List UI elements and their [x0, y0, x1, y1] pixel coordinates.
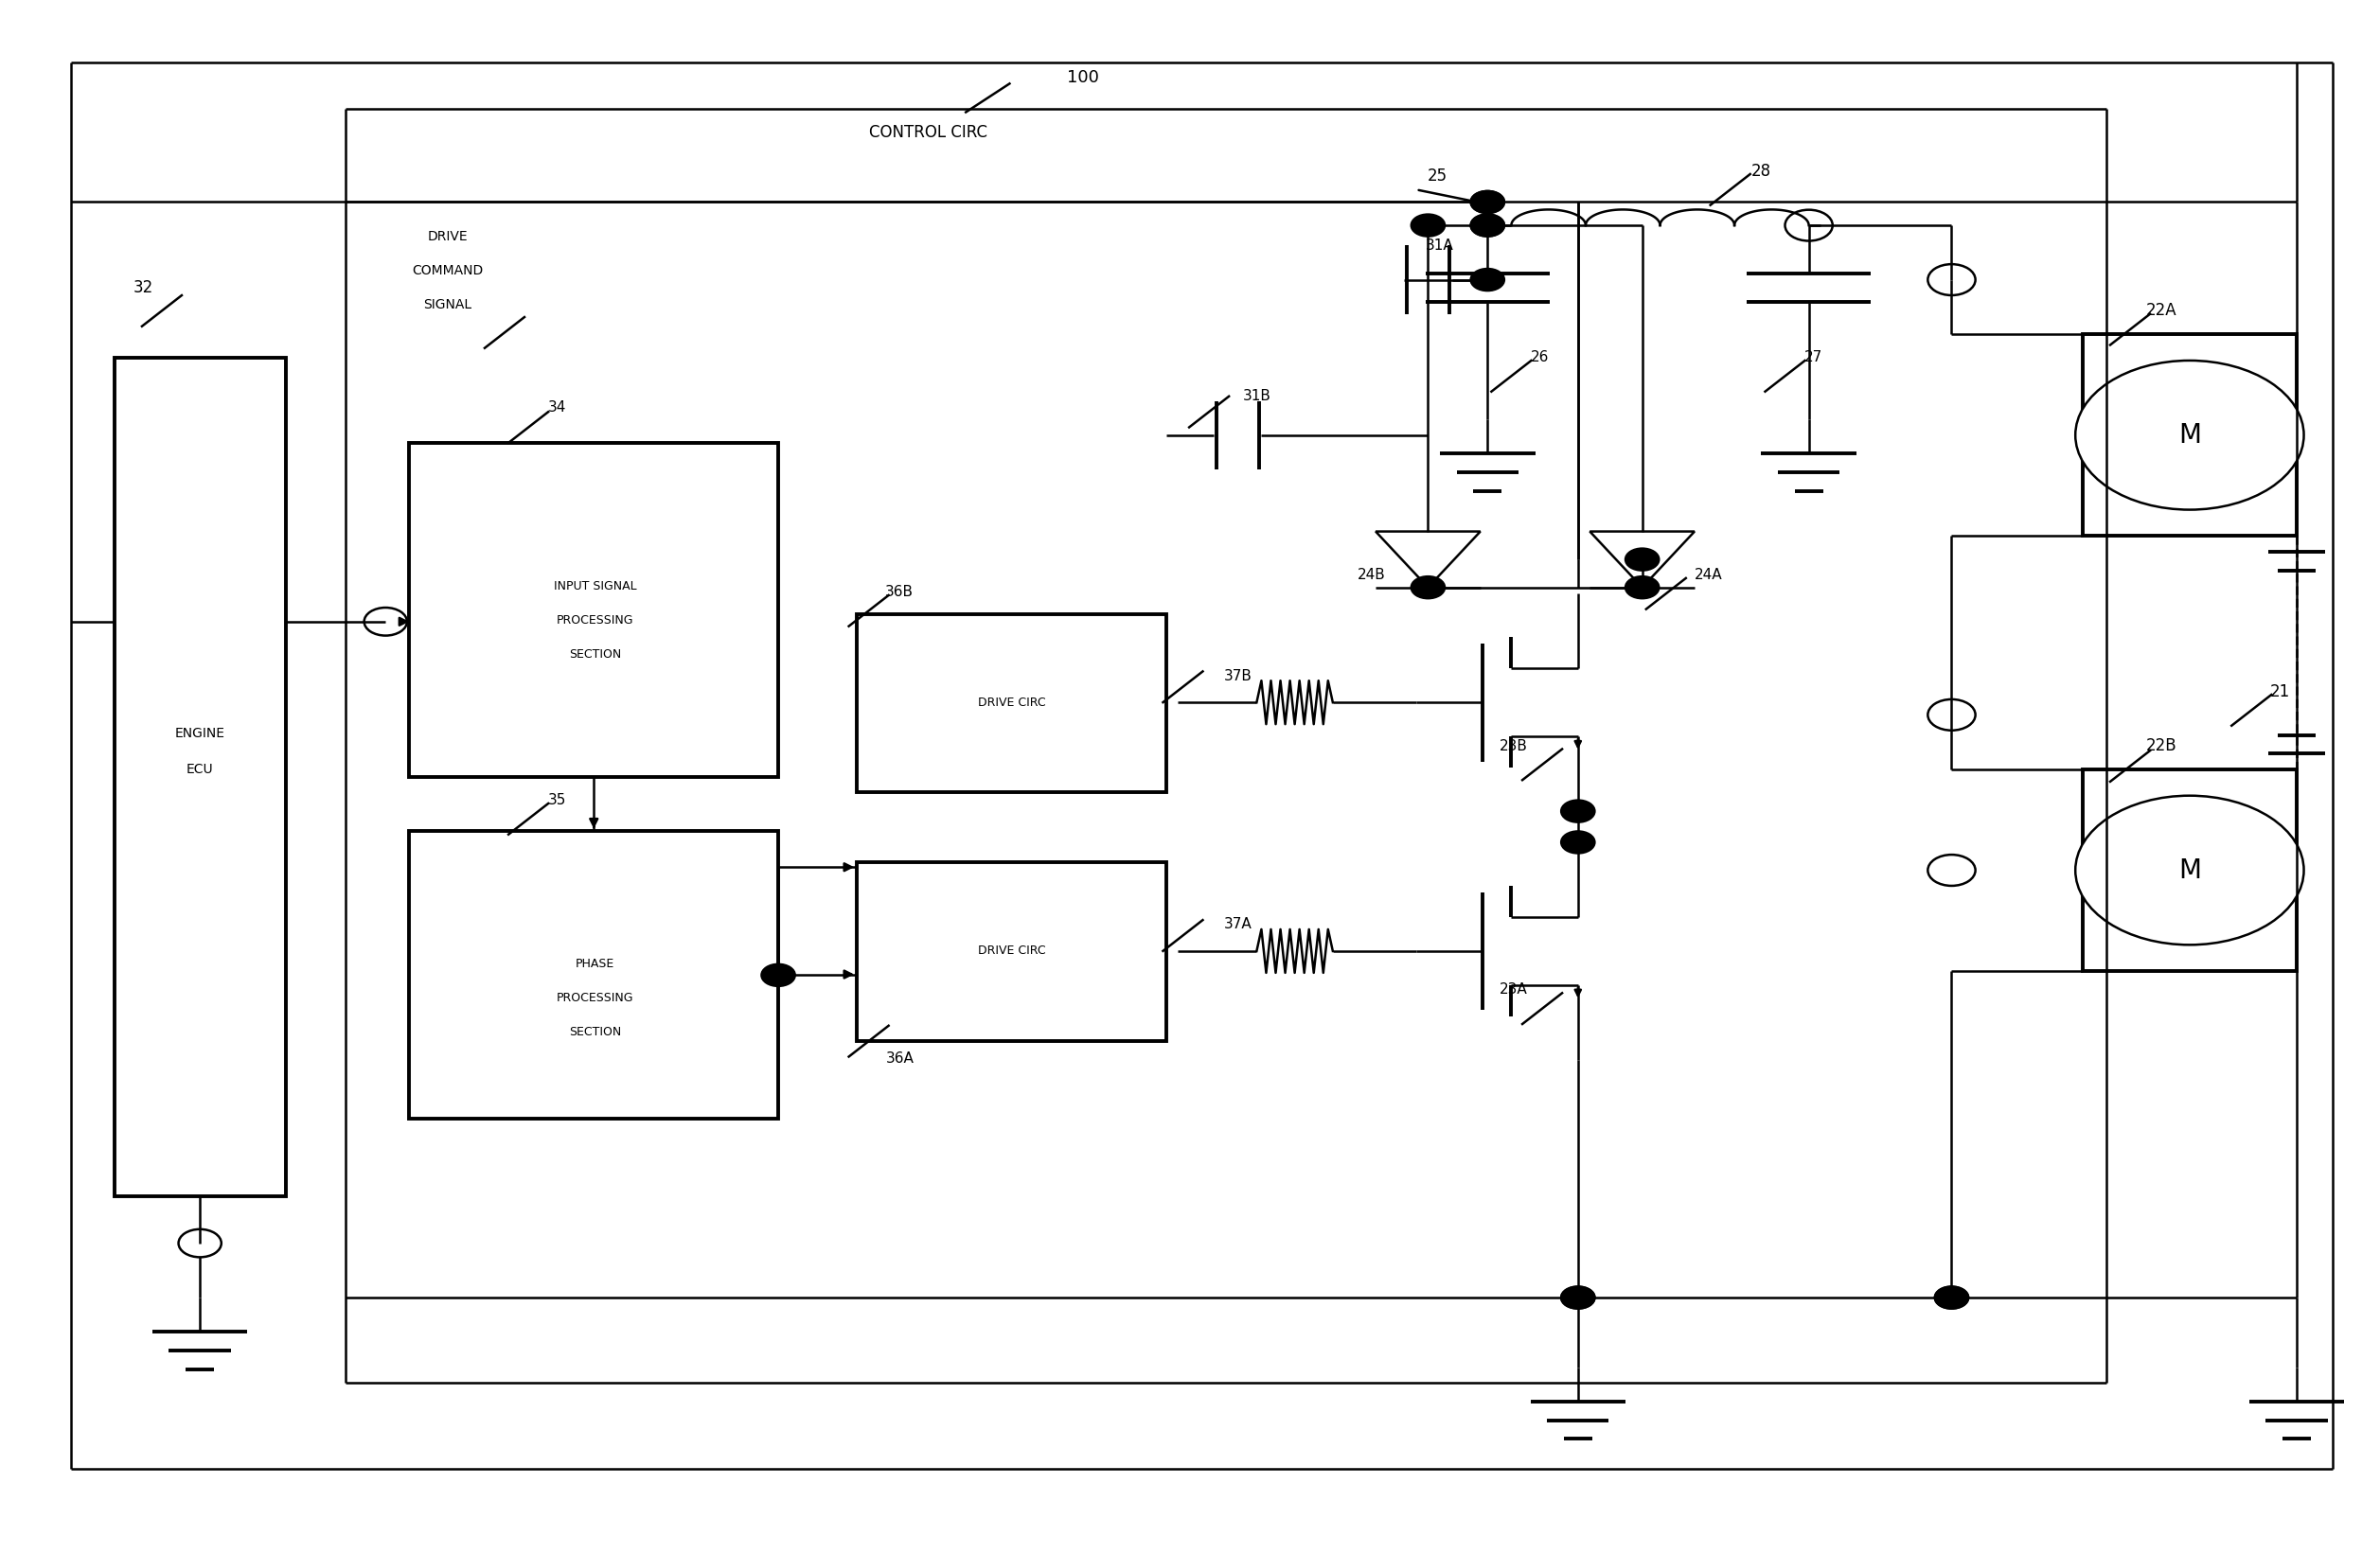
Text: 36A: 36A [885, 1051, 914, 1066]
Text: 31A: 31A [1426, 238, 1454, 253]
Text: SECTION: SECTION [569, 1026, 621, 1038]
Text: 28: 28 [1752, 163, 1771, 179]
Text: M: M [2178, 421, 2202, 449]
Text: DRIVE CIRC: DRIVE CIRC [978, 945, 1045, 957]
Circle shape [1471, 214, 1504, 236]
Circle shape [1935, 1287, 1968, 1308]
Text: DRIVE CIRC: DRIVE CIRC [978, 696, 1045, 709]
Text: 26: 26 [1530, 350, 1549, 365]
Circle shape [1785, 210, 1833, 241]
Circle shape [1561, 1287, 1595, 1308]
Text: 100: 100 [1066, 70, 1100, 85]
Text: PROCESSING: PROCESSING [557, 991, 633, 1004]
Bar [114, 357, 286, 1197]
Text: SIGNAL: SIGNAL [424, 298, 471, 311]
Circle shape [2075, 361, 2304, 510]
Text: 35: 35 [547, 793, 566, 808]
Text: COMMAND: COMMAND [412, 264, 483, 277]
Text: INPUT SIGNAL: INPUT SIGNAL [555, 580, 635, 592]
Bar [2082, 334, 2297, 536]
Circle shape [2075, 796, 2304, 945]
Circle shape [1935, 1287, 1968, 1308]
Text: PROCESSING: PROCESSING [557, 614, 633, 626]
Text: SECTION: SECTION [569, 648, 621, 660]
Circle shape [1471, 214, 1504, 236]
Circle shape [1561, 831, 1595, 853]
Circle shape [1561, 1287, 1595, 1308]
Text: 24B: 24B [1357, 567, 1385, 583]
Text: 27: 27 [1804, 350, 1823, 365]
Text: 23B: 23B [1499, 738, 1528, 754]
Circle shape [1471, 191, 1504, 213]
Text: 21: 21 [2271, 684, 2290, 699]
Text: 22B: 22B [2147, 738, 2175, 754]
Text: ECU: ECU [186, 763, 214, 775]
Text: M: M [2178, 856, 2202, 884]
Text: CONTROL CIRC: CONTROL CIRC [869, 124, 988, 140]
Text: PHASE: PHASE [576, 957, 614, 970]
Circle shape [762, 963, 795, 985]
Polygon shape [1590, 531, 1695, 587]
Text: 37A: 37A [1223, 917, 1252, 932]
Circle shape [364, 608, 407, 636]
Circle shape [1411, 577, 1445, 598]
Text: 32: 32 [133, 280, 152, 295]
Bar [409, 443, 778, 777]
Circle shape [1561, 800, 1595, 822]
Bar [409, 831, 778, 1119]
Circle shape [1928, 264, 1975, 295]
Text: 24A: 24A [1695, 567, 1723, 583]
Text: 37B: 37B [1223, 668, 1252, 684]
Text: ENGINE: ENGINE [174, 727, 226, 740]
Circle shape [1471, 191, 1504, 213]
Text: 31B: 31B [1242, 388, 1271, 404]
Text: 34: 34 [547, 399, 566, 415]
Text: 36B: 36B [885, 584, 914, 600]
Bar [857, 862, 1166, 1041]
Bar [2082, 769, 2297, 971]
Text: 22A: 22A [2147, 303, 2175, 319]
Bar [857, 614, 1166, 793]
Circle shape [1471, 269, 1504, 291]
Text: 23A: 23A [1499, 982, 1528, 998]
Circle shape [1928, 699, 1975, 730]
Text: 25: 25 [1428, 168, 1447, 183]
Circle shape [1626, 577, 1659, 598]
Circle shape [178, 1229, 221, 1257]
Circle shape [1411, 214, 1445, 236]
Circle shape [1626, 549, 1659, 570]
Polygon shape [1376, 531, 1480, 587]
Circle shape [1792, 214, 1825, 236]
Text: DRIVE: DRIVE [428, 230, 466, 242]
Circle shape [1928, 855, 1975, 886]
